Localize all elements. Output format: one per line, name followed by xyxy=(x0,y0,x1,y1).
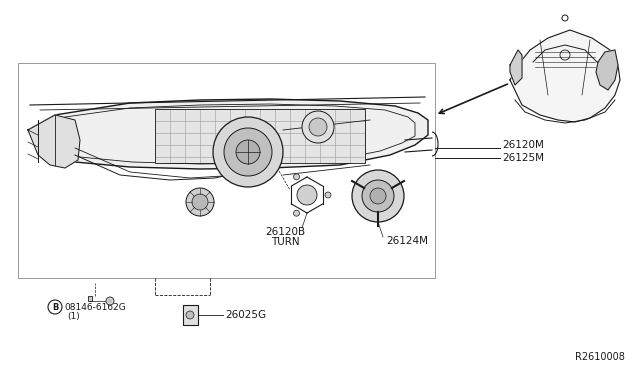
Circle shape xyxy=(213,117,283,187)
Circle shape xyxy=(186,188,214,216)
Text: 26025G: 26025G xyxy=(225,310,266,320)
Circle shape xyxy=(325,192,331,198)
Bar xyxy=(18,63,435,278)
Circle shape xyxy=(294,210,300,216)
Circle shape xyxy=(370,188,386,204)
Circle shape xyxy=(352,170,404,222)
Circle shape xyxy=(362,180,394,212)
Text: (1): (1) xyxy=(67,311,80,321)
Text: 26120M: 26120M xyxy=(502,140,544,150)
Polygon shape xyxy=(596,50,618,90)
Circle shape xyxy=(106,297,114,305)
Circle shape xyxy=(192,194,208,210)
Circle shape xyxy=(297,185,317,205)
Circle shape xyxy=(309,118,327,136)
Circle shape xyxy=(236,140,260,164)
Polygon shape xyxy=(28,115,80,168)
Text: 26120B: 26120B xyxy=(265,227,305,237)
Polygon shape xyxy=(510,50,522,85)
Polygon shape xyxy=(510,30,620,122)
Text: B: B xyxy=(52,302,58,311)
Text: TURN: TURN xyxy=(271,237,300,247)
Bar xyxy=(88,296,92,301)
Bar xyxy=(183,305,198,325)
Circle shape xyxy=(186,311,194,319)
Text: 26125M: 26125M xyxy=(502,153,544,163)
Text: 08146-6162G: 08146-6162G xyxy=(64,302,125,311)
Text: 26124M: 26124M xyxy=(386,236,428,246)
Circle shape xyxy=(224,128,272,176)
Circle shape xyxy=(302,111,334,143)
Bar xyxy=(155,109,365,163)
Circle shape xyxy=(294,174,300,180)
Bar xyxy=(155,109,365,163)
Circle shape xyxy=(108,299,112,303)
Polygon shape xyxy=(28,99,428,169)
Text: R2610008: R2610008 xyxy=(575,352,625,362)
